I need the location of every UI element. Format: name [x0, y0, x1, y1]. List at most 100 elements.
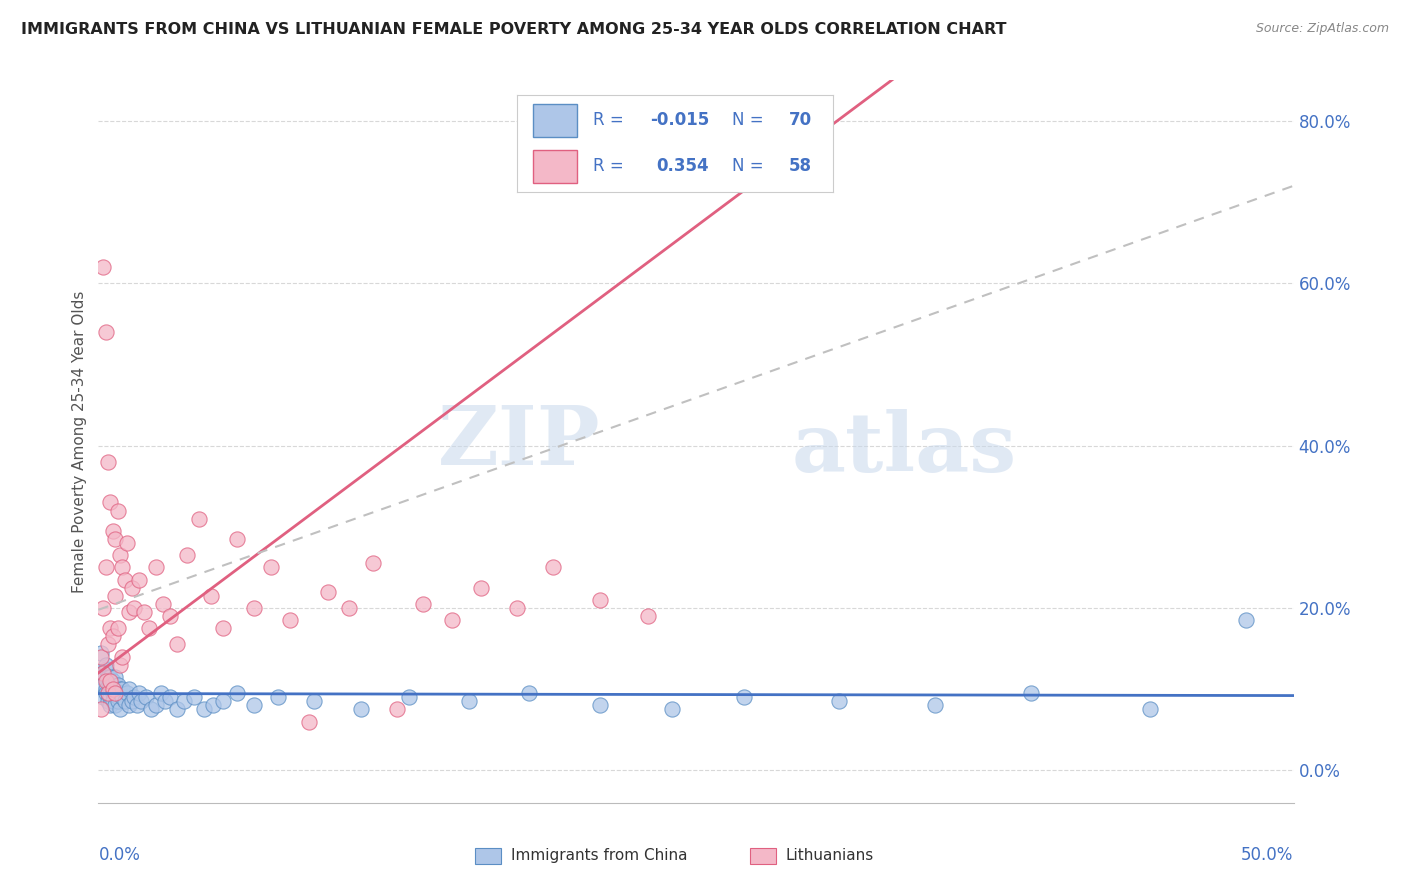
Point	[924, 698, 946, 713]
Point	[111, 560, 134, 574]
Point	[94, 673, 117, 688]
Point	[101, 694, 124, 708]
Point	[101, 629, 124, 643]
Point	[104, 670, 127, 684]
Point	[108, 548, 131, 562]
Point	[145, 560, 167, 574]
Point	[316, 584, 339, 599]
Point	[115, 536, 138, 550]
Point	[90, 670, 112, 684]
Point	[733, 690, 755, 705]
FancyBboxPatch shape	[475, 848, 501, 864]
Point	[107, 678, 129, 692]
Point	[114, 573, 136, 587]
Point	[124, 601, 146, 615]
Point	[226, 532, 249, 546]
Point	[441, 613, 464, 627]
Point	[187, 511, 209, 525]
Point	[98, 678, 122, 692]
Point	[128, 686, 150, 700]
Point	[104, 698, 127, 713]
Point	[98, 621, 122, 635]
Point	[458, 694, 481, 708]
Point	[267, 690, 290, 705]
Point	[107, 503, 129, 517]
Point	[243, 601, 266, 615]
Y-axis label: Female Poverty Among 25-34 Year Olds: Female Poverty Among 25-34 Year Olds	[72, 291, 87, 592]
Point	[97, 686, 120, 700]
Point	[98, 673, 122, 688]
Point	[90, 702, 112, 716]
Point	[589, 592, 612, 607]
Text: 50.0%: 50.0%	[1241, 847, 1294, 864]
Point	[152, 597, 174, 611]
Point	[98, 698, 122, 713]
Point	[412, 597, 434, 611]
Point	[200, 589, 222, 603]
Point	[138, 621, 160, 635]
Point	[101, 682, 124, 697]
Text: atlas: atlas	[792, 409, 1017, 489]
Point	[107, 621, 129, 635]
Point	[226, 686, 249, 700]
Point	[104, 686, 127, 700]
Point	[159, 609, 181, 624]
Point	[98, 690, 122, 705]
Point	[97, 455, 120, 469]
Point	[101, 686, 124, 700]
Point	[202, 698, 225, 713]
Point	[111, 649, 134, 664]
Point	[91, 601, 114, 615]
Point	[111, 682, 134, 697]
Point	[94, 657, 117, 672]
Point	[135, 690, 157, 705]
Point	[131, 694, 153, 708]
Point	[132, 605, 155, 619]
Point	[94, 682, 117, 697]
Point	[541, 560, 564, 574]
Text: Source: ZipAtlas.com: Source: ZipAtlas.com	[1256, 22, 1389, 36]
Point	[121, 694, 143, 708]
Point	[104, 589, 127, 603]
Point	[94, 662, 117, 676]
Point	[94, 325, 117, 339]
Text: Immigrants from China: Immigrants from China	[510, 848, 688, 863]
Point	[339, 601, 361, 615]
Point	[350, 702, 373, 716]
Point	[108, 682, 131, 697]
Point	[176, 548, 198, 562]
Point	[107, 690, 129, 705]
Point	[97, 638, 120, 652]
Point	[124, 690, 146, 705]
Point	[98, 495, 122, 509]
Point	[118, 605, 141, 619]
Text: IMMIGRANTS FROM CHINA VS LITHUANIAN FEMALE POVERTY AMONG 25-34 YEAR OLDS CORRELA: IMMIGRANTS FROM CHINA VS LITHUANIAN FEMA…	[21, 22, 1007, 37]
Point	[166, 638, 188, 652]
Point	[114, 694, 136, 708]
Point	[145, 698, 167, 713]
Point	[91, 678, 114, 692]
Point	[118, 682, 141, 697]
Point	[90, 646, 112, 660]
Point	[101, 524, 124, 538]
Point	[91, 665, 114, 680]
FancyBboxPatch shape	[749, 848, 776, 864]
Point	[90, 649, 112, 664]
Point	[108, 702, 131, 716]
Point	[104, 686, 127, 700]
Text: Lithuanians: Lithuanians	[786, 848, 875, 863]
Point	[97, 670, 120, 684]
Point	[828, 694, 851, 708]
Point	[166, 702, 188, 716]
Point	[128, 573, 150, 587]
Point	[149, 686, 172, 700]
Text: ZIP: ZIP	[437, 401, 600, 482]
Point	[115, 686, 138, 700]
Point	[302, 694, 325, 708]
Point	[91, 665, 114, 680]
Point	[243, 698, 266, 713]
Point	[97, 686, 120, 700]
Point	[278, 613, 301, 627]
Text: 0.0%: 0.0%	[98, 847, 141, 864]
Point	[101, 673, 124, 688]
